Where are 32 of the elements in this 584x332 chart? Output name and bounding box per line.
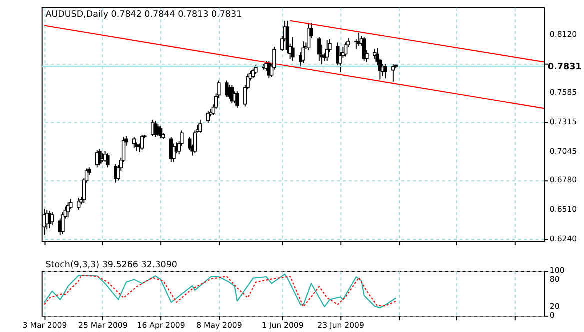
y-tick-label: 20 [550, 302, 560, 311]
candlestick [357, 32, 361, 46]
x-tick-label: 23 Jun 2009 [318, 321, 364, 330]
x-tick-label: 3 Mar 2009 [22, 321, 68, 330]
candlestick [106, 153, 110, 168]
y-tick-label: 0 [550, 310, 555, 320]
candlestick [50, 212, 54, 226]
candlestick [198, 119, 202, 134]
candlestick [392, 64, 396, 82]
y-tick-label: 0.8120 [550, 30, 578, 40]
x-tick-label: 8 May 2009 [196, 321, 242, 330]
candlestick [206, 110, 210, 124]
candlestick [318, 36, 322, 62]
candlestick [291, 36, 295, 62]
x-tick-label: 1 Jun 2009 [262, 321, 304, 330]
ref-line-label: 0.7831 [548, 62, 582, 72]
x-tick-label: 25 Mar 2009 [78, 321, 128, 330]
candlestick [132, 136, 136, 149]
candlestick [302, 41, 306, 64]
chart-title: AUDUSD,Daily 0.7842 0.7844 0.7813 0.7831 [46, 10, 242, 20]
y-tick-label: 80 [550, 275, 560, 284]
y-tick-label: 0.7045 [550, 146, 578, 156]
y-tick-label: 0.7315 [550, 118, 578, 127]
y-tick-label: 100 [550, 266, 565, 276]
y-tick-label: 0.6240 [550, 234, 578, 244]
x-tick-label: 16 Apr 2009 [137, 321, 186, 330]
y-tick-label: 0.7585 [550, 88, 578, 98]
candlestick [236, 91, 240, 108]
y-tick-label: 0.6510 [550, 204, 578, 214]
y-tick-label: 0.6780 [550, 176, 578, 185]
candlestick [154, 120, 158, 138]
chart-title: Stoch(9,3,3) 39.5266 32.3090 [46, 260, 178, 270]
